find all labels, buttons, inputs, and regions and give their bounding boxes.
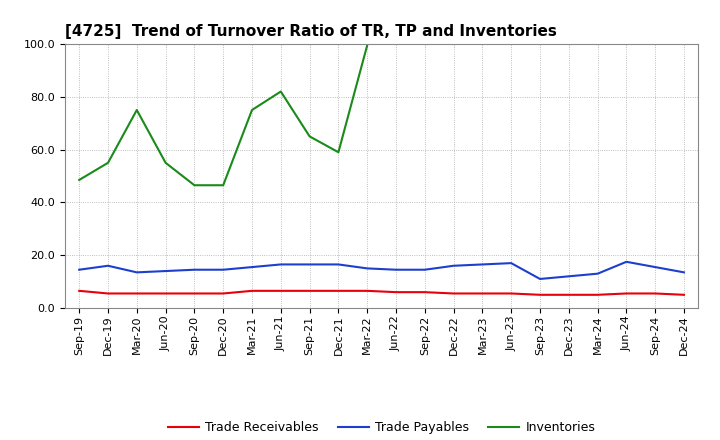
Trade Receivables [75,288,84,293]
Trade Receivables [420,290,429,295]
Trade Payables [593,271,602,276]
Trade Receivables [219,291,228,296]
Inventories [219,183,228,188]
Trade Payables [219,267,228,272]
Inventories [132,107,141,113]
Trade Receivables [651,291,660,296]
Trade Payables [161,268,170,274]
Trade Payables [305,262,314,267]
Inventories [75,177,84,183]
Trade Receivables [334,288,343,293]
Trade Payables [392,267,400,272]
Trade Receivables [190,291,199,296]
Text: [4725]  Trend of Turnover Ratio of TR, TP and Inventories: [4725] Trend of Turnover Ratio of TR, TP… [65,24,557,39]
Trade Payables [449,263,458,268]
Inventories [363,43,372,48]
Trade Payables [276,262,285,267]
Legend: Trade Receivables, Trade Payables, Inventories: Trade Receivables, Trade Payables, Inven… [163,416,600,439]
Trade Receivables [564,292,573,297]
Trade Receivables [593,292,602,297]
Trade Payables [564,274,573,279]
Trade Payables [622,259,631,264]
Trade Receivables [161,291,170,296]
Trade Payables [420,267,429,272]
Trade Payables [104,263,112,268]
Inventories [276,89,285,94]
Trade Payables [248,264,256,270]
Inventories [161,160,170,165]
Line: Trade Payables: Trade Payables [79,262,684,279]
Inventories [104,160,112,165]
Trade Receivables [305,288,314,293]
Trade Receivables [104,291,112,296]
Inventories [305,134,314,139]
Trade Receivables [536,292,544,297]
Trade Payables [334,262,343,267]
Trade Payables [190,267,199,272]
Trade Receivables [507,291,516,296]
Trade Payables [651,264,660,270]
Trade Receivables [363,288,372,293]
Trade Receivables [622,291,631,296]
Trade Payables [75,267,84,272]
Trade Payables [478,262,487,267]
Trade Receivables [132,291,141,296]
Trade Receivables [478,291,487,296]
Trade Receivables [248,288,256,293]
Trade Payables [507,260,516,266]
Line: Inventories: Inventories [79,45,367,185]
Trade Receivables [449,291,458,296]
Inventories [248,107,256,113]
Trade Payables [536,276,544,282]
Trade Receivables [392,290,400,295]
Trade Receivables [680,292,688,297]
Trade Receivables [276,288,285,293]
Trade Payables [680,270,688,275]
Inventories [334,150,343,155]
Inventories [190,183,199,188]
Trade Payables [363,266,372,271]
Trade Payables [132,270,141,275]
Line: Trade Receivables: Trade Receivables [79,291,684,295]
